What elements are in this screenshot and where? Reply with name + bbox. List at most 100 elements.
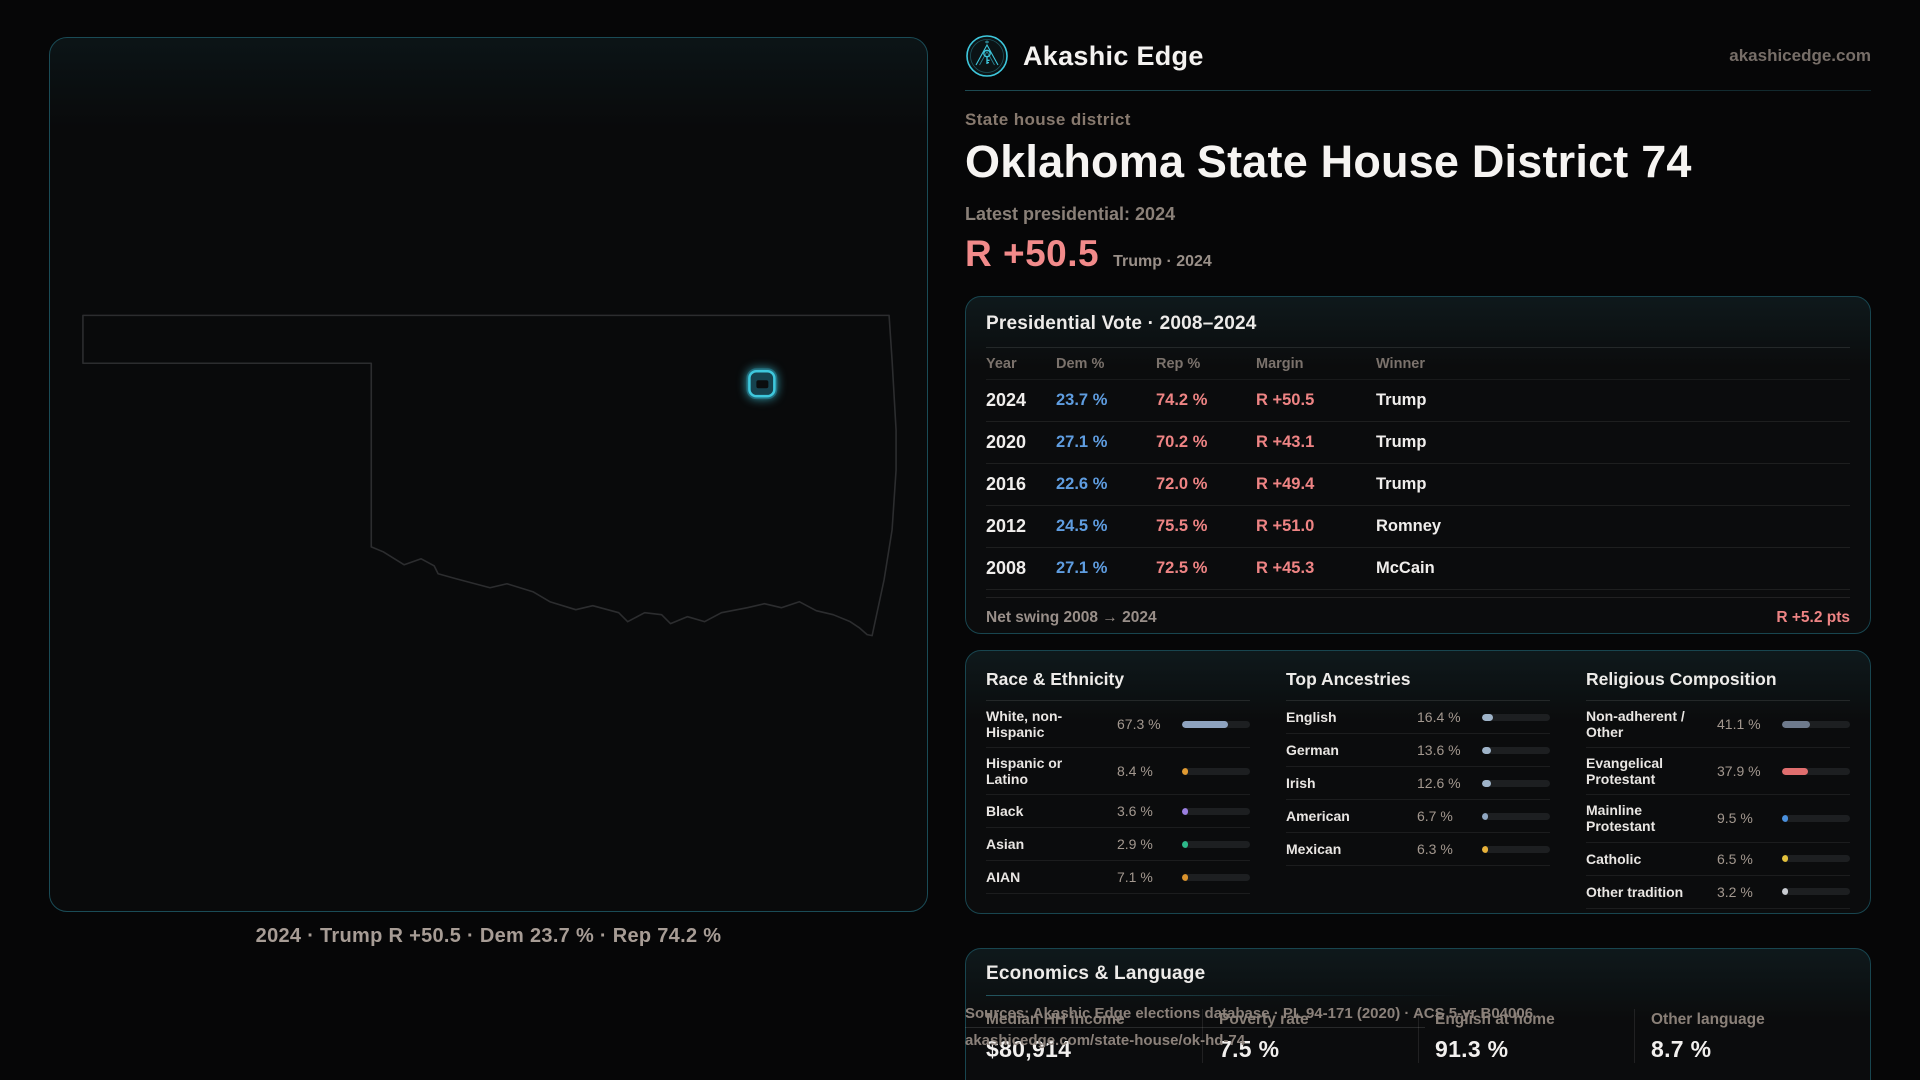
stat-label: English xyxy=(1286,708,1337,725)
stat-row: Irish 12.6 % xyxy=(1286,767,1550,800)
stat-label: Hispanic or Latino xyxy=(986,755,1063,788)
stat-label: AIAN xyxy=(986,869,1021,886)
cell-winner: Trump xyxy=(1376,433,1427,451)
stat-bar-fill xyxy=(1482,779,1491,787)
economics-stat-label: English at home xyxy=(1435,1011,1555,1028)
stat-label: Black xyxy=(986,803,1024,820)
stat-bar-fill xyxy=(1182,840,1188,848)
demographics-rows: Non-adherent / Other 41.1 % Evangelical … xyxy=(1586,701,1850,909)
cell-year: 2024 xyxy=(986,390,1027,410)
column-header-winner: Winner xyxy=(1376,355,1426,372)
stat-bar-track xyxy=(1482,713,1550,721)
stat-value: 2.9 % xyxy=(1117,836,1153,853)
stat-row: Evangelical Protestant 37.9 % xyxy=(1586,748,1850,796)
presidential-table-row: 2016 22.6 % 72.0 % R +49.4 Trump xyxy=(986,464,1850,506)
economics-stat-value: $80,914 xyxy=(986,1036,1072,1062)
brand-domain-link[interactable]: akashicedge.com xyxy=(1729,46,1871,65)
sources-footer: Sources: Akashic Edge elections database… xyxy=(965,1003,1534,1051)
presidential-table-row: 2008 27.1 % 72.5 % R +45.3 McCain xyxy=(986,548,1850,590)
district-type-kicker: State house district xyxy=(965,110,1131,129)
stat-bar-fill xyxy=(1782,814,1789,822)
cell-margin: R +51.0 xyxy=(1256,517,1315,535)
stat-bar-fill xyxy=(1482,845,1488,853)
stat-value: 9.5 % xyxy=(1717,810,1753,827)
economics-divider xyxy=(986,995,1850,996)
net-swing-row: Net swing 2008 → 2024 R +5.2 pts xyxy=(986,597,1850,637)
sources-line: Sources: Akashic Edge elections database… xyxy=(965,1005,1534,1022)
economics-stat-label: Other language xyxy=(1651,1011,1765,1028)
brand-name: Akashic Edge xyxy=(1023,40,1204,71)
page-title: Oklahoma State House District 74 xyxy=(965,136,1692,187)
district-marker[interactable] xyxy=(746,368,778,400)
cell-rep-pct: 70.2 % xyxy=(1156,433,1208,451)
cell-year: 2012 xyxy=(986,516,1027,536)
stat-bar-track xyxy=(1182,767,1250,775)
stat-bar-track xyxy=(1182,720,1250,728)
headline-margin-context: Trump · 2024 xyxy=(1113,253,1212,270)
economics-card: Economics & Language Median HH income $8… xyxy=(965,948,1871,1080)
map-caption: 2024 · Trump R +50.5 · Dem 23.7 % · Rep … xyxy=(255,925,722,947)
stat-value: 8.4 % xyxy=(1117,763,1153,780)
stat-bar-track xyxy=(1182,807,1250,815)
oklahoma-map xyxy=(82,314,897,637)
cell-margin: R +50.5 xyxy=(1256,391,1315,409)
cell-rep-pct: 72.5 % xyxy=(1156,559,1208,577)
economics-stats: Median HH income $80,914 Poverty rate 7.… xyxy=(986,1009,1850,1063)
stat-bar-fill xyxy=(1182,807,1188,815)
stat-label: Evangelical Protestant xyxy=(1586,755,1664,788)
net-swing-value: R +5.2 pts xyxy=(1776,608,1850,626)
right-panel: Akashic Edge akashicedge.com State house… xyxy=(965,30,1871,275)
stat-row: German 13.6 % xyxy=(1286,734,1550,767)
demographics-section: Top Ancestries English 16.4 % German 13.… xyxy=(1286,665,1550,913)
stat-value: 7.1 % xyxy=(1117,869,1153,886)
cell-dem-pct: 24.5 % xyxy=(1056,517,1108,535)
presidential-table-body: 2024 23.7 % 74.2 % R +50.5 Trump 2020 27… xyxy=(986,380,1850,590)
economics-stat-label: Poverty rate xyxy=(1219,1011,1309,1028)
stat-bar-fill xyxy=(1782,720,1810,728)
stat-row: Hispanic or Latino 8.4 % xyxy=(986,748,1250,796)
headline-margin-row: R +50.5 Trump · 2024 xyxy=(965,233,1871,275)
cell-rep-pct: 74.2 % xyxy=(1156,391,1208,409)
stat-value: 67.3 % xyxy=(1117,716,1161,733)
district-map-panel xyxy=(49,37,928,912)
stat-value: 13.6 % xyxy=(1417,742,1461,758)
stat-label: Asian xyxy=(986,836,1025,853)
stat-bar-track xyxy=(1482,845,1550,853)
stat-row: AIAN 7.1 % xyxy=(986,861,1250,895)
cell-winner: McCain xyxy=(1376,559,1435,577)
sources-divider xyxy=(965,1027,1425,1028)
economics-stat-label: Median HH income xyxy=(986,1011,1125,1028)
stat-bar-track xyxy=(1482,779,1550,787)
stat-row: American 6.7 % xyxy=(1286,800,1550,833)
economics-stat-cell: Poverty rate 7.5 % xyxy=(1202,1009,1418,1063)
stat-bar-fill xyxy=(1182,873,1188,881)
demographics-rows: English 16.4 % German 13.6 % Irish 12.6 … xyxy=(1286,701,1550,866)
latest-presidential-label: Latest presidential: 2024 xyxy=(965,204,1176,224)
demographics-section-title: Top Ancestries xyxy=(1286,665,1550,701)
cell-year: 2008 xyxy=(986,558,1027,578)
stat-label: Non-adherent / Other xyxy=(1586,708,1685,741)
cell-year: 2020 xyxy=(986,432,1027,452)
stat-label: American xyxy=(1286,807,1350,824)
presidential-vote-card: Presidential Vote · 2008–2024 Year Dem %… xyxy=(965,296,1871,634)
cell-dem-pct: 27.1 % xyxy=(1056,559,1108,577)
economics-stat-value: 91.3 % xyxy=(1435,1036,1509,1062)
demographics-section: Race & Ethnicity White, non-Hispanic 67.… xyxy=(986,665,1250,913)
column-header-year: Year xyxy=(986,355,1017,372)
stat-value: 16.4 % xyxy=(1417,709,1461,725)
stat-label: German xyxy=(1286,741,1339,758)
stat-bar-track xyxy=(1182,840,1250,848)
stat-bar-track xyxy=(1782,767,1850,775)
stat-label: White, non-Hispanic xyxy=(986,708,1063,741)
stat-label: Mexican xyxy=(1286,840,1342,857)
cell-winner: Romney xyxy=(1376,517,1442,535)
demographics-rows: White, non-Hispanic 67.3 % Hispanic or L… xyxy=(986,701,1250,895)
stat-bar-fill xyxy=(1182,767,1188,775)
stat-label: Catholic xyxy=(1586,850,1642,867)
headline-margin-value: R +50.5 xyxy=(965,233,1100,274)
economics-stat-cell: Median HH income $80,914 xyxy=(986,1009,1202,1063)
header-divider xyxy=(965,90,1871,91)
permalink-link[interactable]: akashicedge.com/state-house/ok-hd-74 xyxy=(965,1032,1246,1049)
stat-bar-track xyxy=(1482,812,1550,820)
stat-bar-fill xyxy=(1482,746,1492,754)
